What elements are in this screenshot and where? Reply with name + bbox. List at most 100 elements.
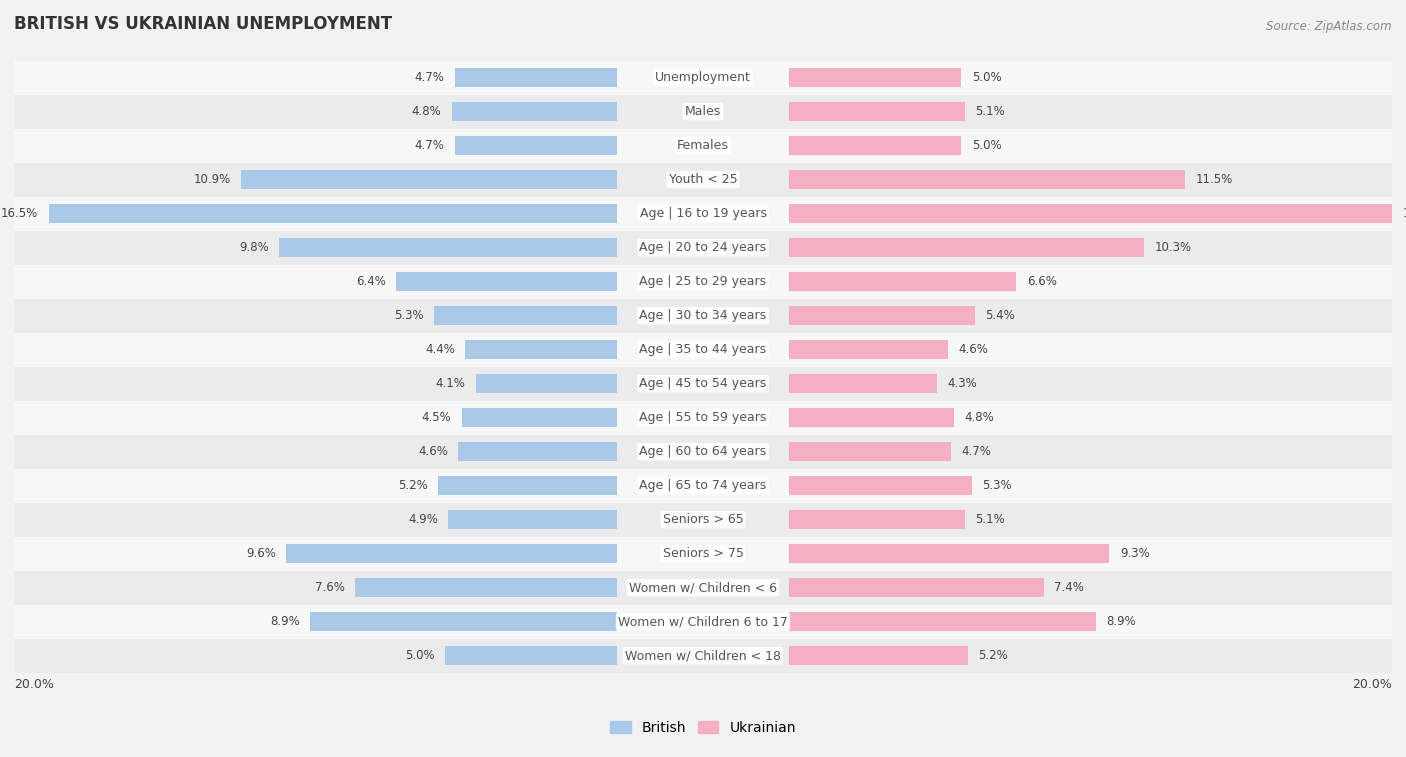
Text: Age | 30 to 34 years: Age | 30 to 34 years	[640, 309, 766, 322]
Bar	[458, 442, 617, 462]
Text: 16.5%: 16.5%	[1, 207, 38, 220]
Text: Women w/ Children 6 to 17: Women w/ Children 6 to 17	[619, 615, 787, 628]
Text: BRITISH VS UKRAINIAN UNEMPLOYMENT: BRITISH VS UKRAINIAN UNEMPLOYMENT	[14, 15, 392, 33]
Bar	[14, 503, 1392, 537]
Text: 9.8%: 9.8%	[239, 241, 269, 254]
Bar	[356, 578, 617, 597]
Text: 5.0%: 5.0%	[405, 650, 434, 662]
Bar	[789, 238, 1144, 257]
Text: 4.6%: 4.6%	[418, 445, 449, 458]
Bar	[14, 537, 1392, 571]
Bar	[287, 544, 617, 563]
Bar	[48, 204, 617, 223]
Text: 4.7%: 4.7%	[415, 139, 444, 152]
Bar	[789, 306, 976, 326]
Bar	[14, 129, 1392, 163]
Text: 4.9%: 4.9%	[408, 513, 437, 526]
Bar	[14, 197, 1392, 231]
Text: 10.3%: 10.3%	[1154, 241, 1191, 254]
Bar	[434, 306, 617, 326]
Text: Males: Males	[685, 105, 721, 118]
Bar	[14, 400, 1392, 435]
Bar	[280, 238, 617, 257]
Text: Age | 60 to 64 years: Age | 60 to 64 years	[640, 445, 766, 458]
Bar	[396, 272, 617, 291]
Text: 8.9%: 8.9%	[1107, 615, 1136, 628]
Bar	[14, 163, 1392, 197]
Text: Age | 65 to 74 years: Age | 65 to 74 years	[640, 479, 766, 492]
Text: Age | 35 to 44 years: Age | 35 to 44 years	[640, 343, 766, 356]
Text: 5.1%: 5.1%	[976, 105, 1005, 118]
Bar	[789, 374, 938, 394]
Text: 9.3%: 9.3%	[1119, 547, 1150, 560]
Text: 6.6%: 6.6%	[1026, 275, 1057, 288]
Text: 10.9%: 10.9%	[194, 173, 231, 186]
Bar	[789, 442, 950, 462]
Bar	[14, 571, 1392, 605]
Bar	[242, 170, 617, 189]
Text: 5.2%: 5.2%	[398, 479, 427, 492]
Bar	[789, 612, 1095, 631]
Text: 4.5%: 4.5%	[422, 411, 451, 424]
Text: Seniors > 65: Seniors > 65	[662, 513, 744, 526]
Bar	[465, 340, 617, 360]
Text: 5.0%: 5.0%	[972, 71, 1001, 84]
Text: Females: Females	[678, 139, 728, 152]
Bar	[444, 646, 617, 665]
Bar	[789, 272, 1017, 291]
Bar	[789, 101, 965, 121]
Text: Age | 25 to 29 years: Age | 25 to 29 years	[640, 275, 766, 288]
Bar	[475, 374, 617, 394]
Text: 11.5%: 11.5%	[1195, 173, 1233, 186]
Text: Age | 55 to 59 years: Age | 55 to 59 years	[640, 411, 766, 424]
Text: 7.6%: 7.6%	[315, 581, 344, 594]
Text: Age | 45 to 54 years: Age | 45 to 54 years	[640, 377, 766, 390]
Bar	[14, 332, 1392, 366]
Text: Source: ZipAtlas.com: Source: ZipAtlas.com	[1267, 20, 1392, 33]
Bar	[451, 101, 617, 121]
Bar	[456, 67, 617, 87]
Text: 4.1%: 4.1%	[436, 377, 465, 390]
Bar	[789, 646, 969, 665]
Text: 5.0%: 5.0%	[972, 139, 1001, 152]
Bar	[14, 435, 1392, 469]
Bar	[789, 204, 1392, 223]
Text: 4.4%: 4.4%	[425, 343, 456, 356]
Legend: British, Ukrainian: British, Ukrainian	[605, 715, 801, 740]
Text: 20.0%: 20.0%	[14, 678, 53, 691]
Bar	[14, 605, 1392, 639]
Bar	[789, 136, 962, 155]
Bar	[14, 61, 1392, 95]
Text: 6.4%: 6.4%	[356, 275, 387, 288]
Text: 5.3%: 5.3%	[394, 309, 425, 322]
Bar	[789, 340, 948, 360]
Text: Unemployment: Unemployment	[655, 71, 751, 84]
Bar	[456, 136, 617, 155]
Text: Age | 16 to 19 years: Age | 16 to 19 years	[640, 207, 766, 220]
Bar	[437, 475, 617, 496]
Bar	[311, 612, 617, 631]
Text: 20.0%: 20.0%	[1353, 678, 1392, 691]
Bar	[14, 639, 1392, 673]
Bar	[789, 544, 1109, 563]
Text: 4.8%: 4.8%	[412, 105, 441, 118]
Text: 4.6%: 4.6%	[957, 343, 988, 356]
Text: 17.5%: 17.5%	[1402, 207, 1406, 220]
Text: Women w/ Children < 6: Women w/ Children < 6	[628, 581, 778, 594]
Bar	[14, 469, 1392, 503]
Text: 4.3%: 4.3%	[948, 377, 977, 390]
Bar	[789, 170, 1185, 189]
Text: 8.9%: 8.9%	[270, 615, 299, 628]
Text: 5.2%: 5.2%	[979, 650, 1008, 662]
Text: 5.3%: 5.3%	[981, 479, 1012, 492]
Bar	[789, 578, 1045, 597]
Bar	[461, 408, 617, 428]
Text: Women w/ Children < 18: Women w/ Children < 18	[626, 650, 780, 662]
Text: 4.8%: 4.8%	[965, 411, 994, 424]
Text: 9.6%: 9.6%	[246, 547, 276, 560]
Text: Seniors > 75: Seniors > 75	[662, 547, 744, 560]
Bar	[14, 298, 1392, 332]
Bar	[14, 366, 1392, 400]
Bar	[14, 231, 1392, 265]
Bar	[449, 509, 617, 529]
